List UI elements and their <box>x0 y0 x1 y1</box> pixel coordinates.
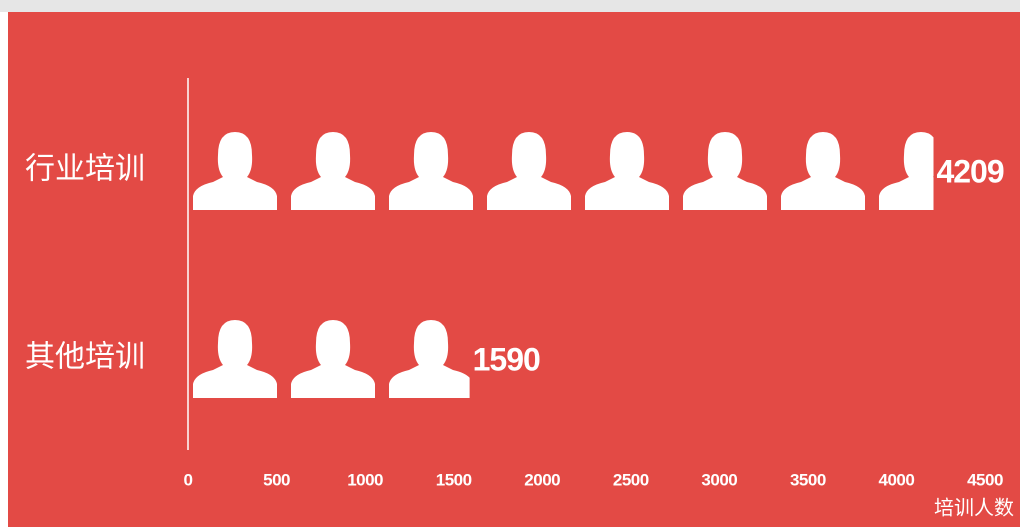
category-label: 行业培训 <box>25 152 145 187</box>
x-tick-label: 3000 <box>701 470 737 489</box>
x-tick-label: 2500 <box>613 470 649 489</box>
x-tick-label: 500 <box>263 470 290 489</box>
x-tick-label: 4000 <box>879 470 915 489</box>
value-label: 4209 <box>936 153 1003 189</box>
top-border <box>0 0 1020 12</box>
x-tick-label: 1500 <box>436 470 472 489</box>
background <box>8 12 1020 527</box>
x-tick-label: 1000 <box>347 470 383 489</box>
x-tick-label: 3500 <box>790 470 826 489</box>
category-label: 其他培训 <box>25 340 145 375</box>
x-axis-label: 培训人数 <box>934 496 1014 520</box>
value-label: 1590 <box>473 341 540 377</box>
x-tick-label: 0 <box>184 470 193 489</box>
x-tick-label: 4500 <box>967 470 1003 489</box>
x-tick-label: 2000 <box>524 470 560 489</box>
pictograph-bar <box>193 320 470 398</box>
